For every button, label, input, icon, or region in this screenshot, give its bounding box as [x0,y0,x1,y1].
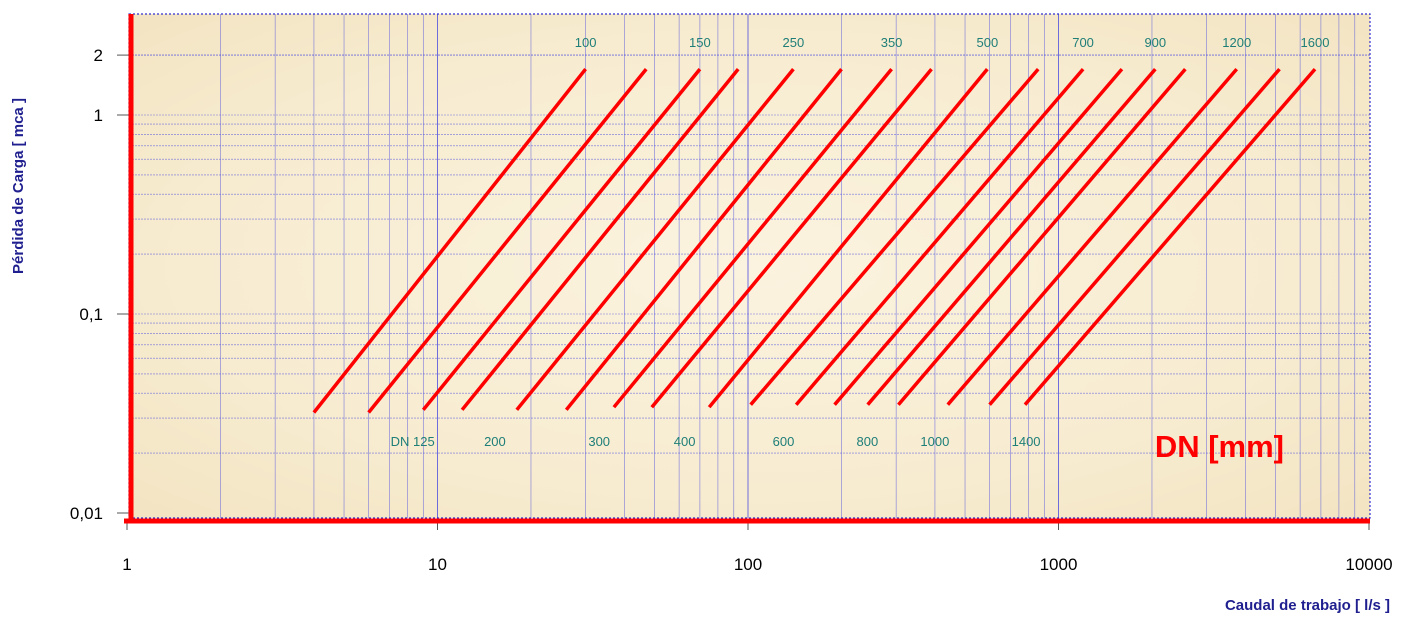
y-tick-label: 0,01 [70,504,103,523]
series-line [564,68,843,411]
series-line [515,67,795,411]
series-line [650,67,933,409]
grid-lines [129,14,1370,518]
series-line [460,67,740,411]
series-line [988,67,1281,406]
series-line [312,68,587,414]
series-label: 500 [976,35,998,50]
y-tick-label: 0,1 [79,305,103,324]
series-line [707,67,989,409]
series-label: 350 [881,35,903,50]
series-label: 200 [484,434,506,449]
series-label: 100 [575,35,597,50]
y-tick-label: 1 [94,106,103,125]
x-tick-label: 1000 [1040,555,1078,574]
series-line [421,67,702,411]
series-label: 900 [1144,35,1166,50]
series-label: 1200 [1222,35,1251,50]
series-label: 1400 [1012,434,1041,449]
series-line [612,67,893,409]
axis-tick-labels: 1 10 100 1000 10000 0,01 0,1 1 2 [70,46,1393,574]
series-label: 300 [588,434,610,449]
series-line [946,67,1239,406]
series-label: 250 [783,35,805,50]
x-tick-label: 10 [428,555,447,574]
series-line [749,67,1040,406]
plot-area [129,14,1370,518]
series-line [367,67,648,414]
series-label: DN 125 [391,434,435,449]
series-line [1023,67,1317,406]
series-label: 150 [689,35,711,50]
x-tick-label: 100 [734,555,762,574]
series-line [866,67,1157,406]
series-line [794,67,1085,406]
y-axis-title: Pérdida de Carga [ mca ] [10,98,27,274]
series-label: 1600 [1301,35,1330,50]
series-line [833,67,1124,406]
series-label: 400 [674,434,696,449]
x-tick-label: 10000 [1345,555,1392,574]
legend-title: DN [mm] [1155,429,1284,464]
series-label: 1000 [920,434,949,449]
y-tick-label: 2 [94,46,103,65]
series-line [897,67,1187,406]
series-label: 800 [857,434,879,449]
x-axis-title: Caudal de trabajo [ l/s ] [1225,597,1390,614]
series-lines [312,67,1317,414]
series-labels: 100 DN 125 150 200 250 300 350 400 500 600 700 800 9… [391,35,1330,449]
x-tick-label: 1 [122,555,131,574]
series-label: 700 [1072,35,1094,50]
series-label: 600 [773,434,795,449]
